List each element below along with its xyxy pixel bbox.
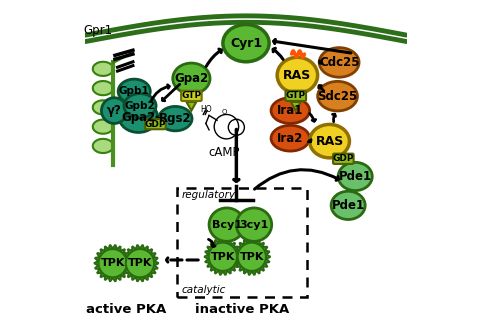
FancyBboxPatch shape: [285, 91, 306, 101]
Polygon shape: [93, 100, 113, 114]
Text: 3cy1: 3cy1: [240, 220, 269, 230]
Ellipse shape: [173, 63, 210, 94]
Text: cAMP: cAMP: [209, 146, 240, 159]
Ellipse shape: [309, 124, 349, 158]
Text: TPK: TPK: [240, 252, 264, 262]
Ellipse shape: [223, 25, 269, 62]
Text: catalytic: catalytic: [182, 285, 226, 295]
Text: Pde1: Pde1: [338, 170, 372, 183]
Ellipse shape: [209, 208, 245, 241]
Text: Ira1: Ira1: [277, 104, 304, 117]
Polygon shape: [93, 62, 113, 76]
Polygon shape: [291, 102, 301, 110]
Text: RAS: RAS: [315, 134, 343, 148]
FancyBboxPatch shape: [181, 91, 202, 101]
Ellipse shape: [271, 98, 309, 123]
Ellipse shape: [158, 106, 192, 131]
Text: GDP: GDP: [333, 154, 354, 163]
Text: GTP: GTP: [286, 91, 306, 100]
Text: TPK: TPK: [128, 258, 152, 268]
Text: GDP: GDP: [145, 120, 166, 129]
Bar: [177, 188, 307, 297]
Text: γ?: γ?: [107, 104, 122, 117]
Text: inactive PKA: inactive PKA: [195, 303, 289, 316]
Text: GTP: GTP: [182, 91, 201, 100]
Text: TPK: TPK: [100, 258, 125, 268]
Text: active PKA: active PKA: [86, 303, 166, 316]
Circle shape: [209, 243, 237, 271]
Polygon shape: [122, 245, 158, 282]
Ellipse shape: [236, 208, 272, 241]
Text: Gpa2: Gpa2: [121, 110, 155, 123]
Polygon shape: [186, 102, 196, 110]
Text: regulatory: regulatory: [182, 190, 236, 200]
Ellipse shape: [101, 98, 127, 123]
Ellipse shape: [277, 57, 318, 93]
Ellipse shape: [119, 102, 157, 133]
FancyBboxPatch shape: [333, 154, 354, 164]
Ellipse shape: [338, 162, 372, 191]
Text: Cyr1: Cyr1: [230, 37, 262, 50]
Circle shape: [98, 249, 127, 277]
Text: Gpb2: Gpb2: [124, 101, 155, 111]
Text: Ira2: Ira2: [277, 132, 304, 145]
Text: TPK: TPK: [211, 252, 235, 262]
Text: HO: HO: [200, 105, 212, 114]
Ellipse shape: [318, 81, 358, 111]
Polygon shape: [204, 238, 242, 275]
FancyBboxPatch shape: [145, 119, 166, 129]
Ellipse shape: [271, 125, 309, 151]
Text: Pde1: Pde1: [332, 199, 365, 212]
Polygon shape: [93, 120, 113, 134]
Text: O: O: [221, 110, 227, 115]
Polygon shape: [93, 139, 113, 153]
Text: Gpr1: Gpr1: [84, 24, 113, 37]
Text: Gpb1: Gpb1: [119, 86, 150, 96]
Text: Rgs2: Rgs2: [159, 112, 192, 125]
Ellipse shape: [124, 94, 156, 118]
Text: Sdc25: Sdc25: [317, 90, 358, 103]
Ellipse shape: [319, 48, 359, 77]
Text: Gpa2: Gpa2: [174, 72, 209, 85]
Ellipse shape: [331, 191, 365, 219]
Polygon shape: [94, 245, 131, 282]
Polygon shape: [233, 238, 271, 275]
Ellipse shape: [118, 79, 150, 104]
Circle shape: [238, 243, 266, 271]
Text: Cdc25: Cdc25: [319, 56, 359, 69]
Text: RAS: RAS: [283, 69, 311, 82]
Polygon shape: [93, 81, 113, 95]
Text: Bcy1: Bcy1: [212, 220, 242, 230]
Circle shape: [126, 249, 154, 277]
